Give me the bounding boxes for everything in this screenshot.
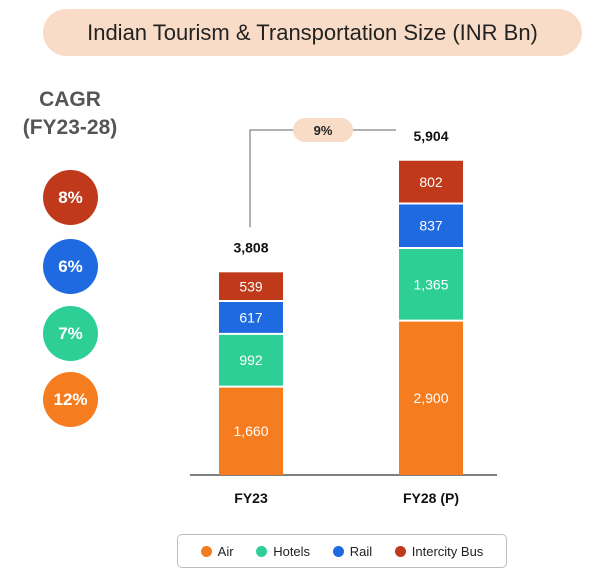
bar-segment-intercity-bus <box>399 160 463 204</box>
bar-segment-hotels <box>399 247 463 321</box>
legend-label-intercity-bus: Intercity Bus <box>411 543 484 559</box>
bar-segment-rail <box>399 203 463 248</box>
data-label-air: 2,900 <box>413 390 448 406</box>
data-label-hotels: 992 <box>239 352 263 368</box>
legend-item-rail: Rail <box>332 543 373 559</box>
data-label-air: 1,660 <box>233 423 268 439</box>
data-label-hotels: 1,365 <box>413 276 448 292</box>
legend-swatch-rail <box>332 545 344 557</box>
cagr-title-line2: (FY23-28) <box>22 116 118 139</box>
bar-segment-rail <box>219 301 283 334</box>
cagr-hotels-badge: 7% <box>43 306 98 361</box>
data-label-rail: 617 <box>239 309 263 325</box>
category-label: FY23 <box>234 490 268 506</box>
bar-segment-hotels <box>219 333 283 387</box>
data-label-intercity-bus: 802 <box>419 174 443 190</box>
legend-swatch-hotels <box>256 545 268 557</box>
total-label: 3,808 <box>233 239 268 255</box>
bar-segment-intercity-bus <box>219 272 283 302</box>
data-label-intercity-bus: 539 <box>239 279 263 295</box>
growth-label: 9% <box>314 123 333 138</box>
chart-legend: Air Hotels Rail Intercity Bus <box>177 534 507 568</box>
cagr-intercity-bus-badge: 8% <box>43 170 98 225</box>
bar-segment-air <box>219 386 283 475</box>
legend-label-rail: Rail <box>349 543 373 559</box>
legend-swatch-air <box>200 545 212 557</box>
legend-item-intercity-bus: Intercity Bus <box>394 543 484 559</box>
cagr-title-line1: CAGR <box>39 88 101 111</box>
chart-title: Indian Tourism & Transportation Size (IN… <box>43 9 582 56</box>
legend-item-hotels: Hotels <box>256 544 310 559</box>
data-label-rail: 837 <box>419 218 443 234</box>
legend-label-hotels: Hotels <box>273 543 311 559</box>
cagr-rail-badge: 6% <box>43 239 98 294</box>
cagr-air-badge: 12% <box>43 372 98 427</box>
growth-connector-line <box>249 129 396 228</box>
bar-segment-air <box>399 320 463 475</box>
legend-item-air: Air <box>200 543 234 559</box>
total-label: 5,904 <box>413 128 448 144</box>
growth-badge <box>293 118 353 142</box>
legend-swatch-intercity-bus <box>394 545 406 557</box>
category-label: FY28 (P) <box>403 490 459 506</box>
cagr-title: CAGR (FY23-28) <box>0 86 140 142</box>
legend-label-air: Air <box>217 543 234 559</box>
